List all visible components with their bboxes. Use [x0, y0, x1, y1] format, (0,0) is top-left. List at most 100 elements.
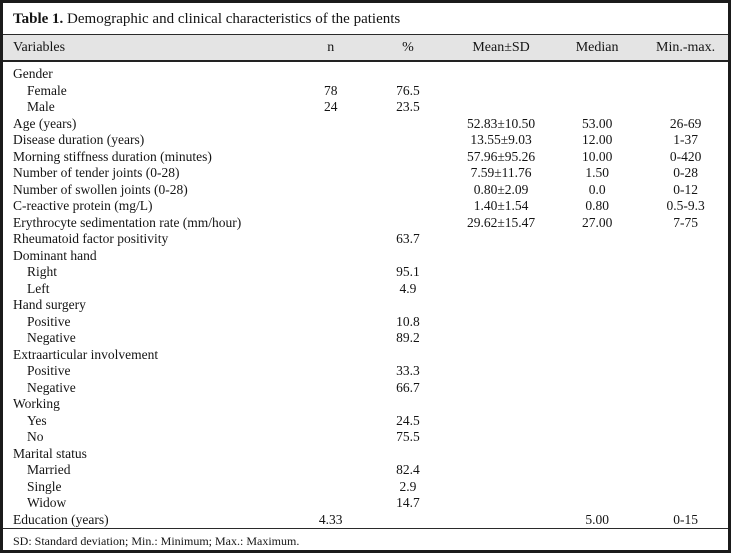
variable-label: Female: [27, 82, 67, 98]
min-max-value: [643, 281, 728, 298]
table-row: Right 95.1: [3, 264, 728, 281]
n-value: [297, 116, 365, 133]
median-value: [551, 462, 643, 479]
percent-value: 66.7: [396, 379, 420, 395]
min-max-value: [643, 297, 728, 314]
percent-value: [365, 182, 451, 199]
n-value: 78: [323, 82, 338, 98]
table-row: Hand surgery: [3, 297, 728, 314]
table-row: Negative 89.2: [3, 330, 728, 347]
min-max-value: 0-15: [673, 511, 698, 527]
percent-value: [365, 165, 451, 182]
median-value: [551, 248, 643, 265]
variable-label: Negative: [27, 330, 76, 345]
median-value: [551, 495, 643, 512]
n-value: [297, 380, 365, 397]
variable-label: Working: [13, 396, 60, 411]
table-row: Negative 66.7: [3, 380, 728, 397]
table-row: Age (years) 52.83±10.50 53.00 26-69: [3, 116, 728, 133]
table-row: Female 78 76.5: [3, 83, 728, 100]
table-row: Widow 14.7: [3, 495, 728, 512]
n-value: [297, 347, 365, 364]
n-value: [297, 215, 365, 232]
mean-sd-value: [451, 314, 551, 331]
variable-label: Negative: [27, 379, 76, 395]
mean-sd-value: [451, 363, 551, 380]
n-value: 24: [323, 99, 338, 114]
min-max-value: 1-37: [673, 132, 698, 147]
mean-sd-value: 13.55±9.03: [470, 132, 532, 147]
n-value: [297, 446, 365, 463]
min-max-value: [643, 462, 728, 479]
n-value: [297, 429, 365, 446]
percent-value: [365, 248, 451, 265]
median-value: [551, 396, 643, 413]
variable-label: Dominant hand: [13, 247, 97, 263]
median-value: [551, 330, 643, 347]
median-value: 5.00: [585, 511, 609, 527]
mean-sd-value: [451, 330, 551, 347]
variable-label: Number of swollen joints (0-28): [13, 181, 188, 197]
min-max-value: [643, 429, 728, 446]
percent-value: [365, 198, 451, 215]
table-footnote: SD: Standard deviation; Min.: Minimum; M…: [3, 528, 728, 550]
mean-sd-value: [451, 495, 551, 512]
median-value: [551, 314, 643, 331]
n-value: [297, 182, 365, 199]
n-value: [297, 413, 365, 430]
table-row: Positive 33.3: [3, 363, 728, 380]
percent-value: [365, 149, 451, 166]
median-value: [551, 297, 643, 314]
min-max-value: [643, 248, 728, 265]
mean-sd-value: [451, 281, 551, 298]
column-header-median: Median: [575, 40, 619, 55]
median-value: [551, 347, 643, 364]
percent-value: 24.5: [396, 412, 420, 428]
table-row: Education (years) 4.33 5.00 0-15: [3, 512, 728, 529]
table-row: Single 2.9: [3, 479, 728, 496]
table-number: Table 1.: [13, 11, 64, 27]
variable-label: Gender: [13, 66, 53, 81]
column-header-n: n: [327, 40, 335, 55]
percent-value: 95.1: [396, 264, 420, 279]
table-row: Left 4.9: [3, 281, 728, 298]
median-value: [551, 61, 643, 83]
min-max-value: [643, 264, 728, 281]
table-header-row: Variables n % Mean±SD Median Min.-max.: [3, 35, 728, 61]
table-row: Extraarticular involvement: [3, 347, 728, 364]
min-max-value: [643, 413, 728, 430]
n-value: [297, 297, 365, 314]
column-header-min-max: Min.-max.: [656, 40, 716, 55]
percent-value: 82.4: [396, 462, 420, 477]
n-value: [297, 264, 365, 281]
variable-label: Erythrocyte sedimentation rate (mm/hour): [13, 214, 242, 230]
mean-sd-value: [451, 413, 551, 430]
median-value: [551, 479, 643, 496]
median-value: 1.50: [585, 165, 609, 180]
min-max-value: [643, 380, 728, 397]
percent-value: [365, 215, 451, 232]
table-row: Marital status: [3, 446, 728, 463]
min-max-value: 0-12: [673, 181, 698, 197]
median-value: [551, 446, 643, 463]
median-value: 12.00: [581, 132, 613, 147]
mean-sd-value: [451, 512, 551, 529]
variable-label: Positive: [27, 363, 71, 378]
table-row: Working: [3, 396, 728, 413]
mean-sd-value: [451, 248, 551, 265]
n-value: [297, 314, 365, 331]
mean-sd-value: 52.83±10.50: [466, 115, 536, 131]
min-max-value: [643, 347, 728, 364]
variable-label: No: [27, 429, 44, 444]
variable-label: Positive: [27, 313, 71, 329]
median-value: 0.80: [585, 198, 609, 213]
median-value: [551, 281, 643, 298]
n-value: [297, 61, 365, 83]
median-value: 53.00: [581, 115, 613, 131]
mean-sd-value: 7.59±11.76: [470, 165, 532, 180]
table-row: Disease duration (years) 13.55±9.03 12.00 1…: [3, 132, 728, 149]
variable-label: Rheumatoid factor positivity: [13, 231, 169, 246]
variable-label: Hand surgery: [13, 297, 86, 312]
table-row: Dominant hand: [3, 248, 728, 265]
mean-sd-value: [451, 429, 551, 446]
